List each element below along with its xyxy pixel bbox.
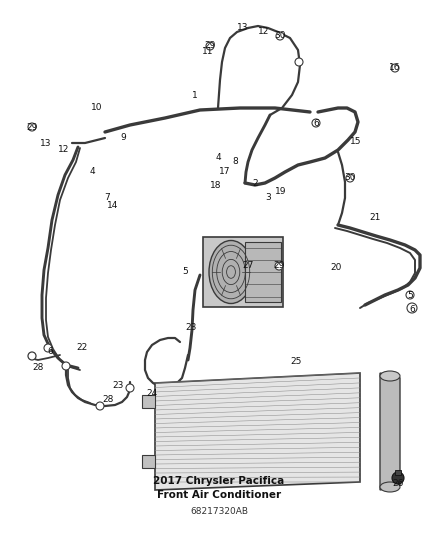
Bar xyxy=(395,470,401,475)
Text: 22: 22 xyxy=(76,343,88,352)
Circle shape xyxy=(295,58,303,66)
Text: 5: 5 xyxy=(407,290,413,300)
Text: 6: 6 xyxy=(409,305,415,314)
Circle shape xyxy=(391,64,399,72)
Polygon shape xyxy=(142,455,155,468)
Text: 6: 6 xyxy=(313,118,319,127)
Text: 17: 17 xyxy=(219,167,231,176)
Circle shape xyxy=(346,174,354,182)
Text: 23: 23 xyxy=(112,382,124,391)
Circle shape xyxy=(392,472,404,484)
Text: 28: 28 xyxy=(32,364,44,373)
Circle shape xyxy=(312,119,320,127)
Text: 30: 30 xyxy=(344,174,356,182)
Text: 25: 25 xyxy=(290,358,302,367)
Text: 4: 4 xyxy=(89,167,95,176)
Text: 4: 4 xyxy=(215,154,221,163)
Text: 7: 7 xyxy=(104,193,110,203)
Text: 13: 13 xyxy=(40,139,52,148)
Text: 19: 19 xyxy=(275,188,287,197)
Text: 2017 Chrysler Pacifica: 2017 Chrysler Pacifica xyxy=(153,476,285,486)
Text: 18: 18 xyxy=(210,181,222,190)
Circle shape xyxy=(275,262,283,270)
Circle shape xyxy=(62,362,70,370)
Text: 21: 21 xyxy=(369,214,381,222)
Text: 6: 6 xyxy=(47,348,53,357)
Circle shape xyxy=(407,303,417,313)
Text: 26: 26 xyxy=(392,479,404,488)
Circle shape xyxy=(44,344,52,352)
Bar xyxy=(203,237,283,307)
Text: 27: 27 xyxy=(242,262,254,271)
Text: 68217320AB: 68217320AB xyxy=(190,506,248,515)
Polygon shape xyxy=(155,373,360,490)
Text: Front Air Conditioner: Front Air Conditioner xyxy=(157,490,281,500)
Text: 14: 14 xyxy=(107,201,119,211)
Text: 30: 30 xyxy=(274,31,286,41)
Text: 29: 29 xyxy=(26,123,38,132)
Text: 9: 9 xyxy=(120,133,126,142)
Ellipse shape xyxy=(209,240,253,303)
Text: 13: 13 xyxy=(237,23,249,33)
Circle shape xyxy=(206,42,214,50)
Circle shape xyxy=(276,32,284,40)
Circle shape xyxy=(406,291,414,299)
Circle shape xyxy=(126,384,134,392)
Text: 1: 1 xyxy=(192,91,198,100)
Circle shape xyxy=(28,352,36,360)
Text: 29: 29 xyxy=(204,42,215,51)
Text: 23: 23 xyxy=(185,324,197,333)
Text: 29: 29 xyxy=(273,262,285,271)
Text: 11: 11 xyxy=(202,47,214,56)
Ellipse shape xyxy=(380,371,400,381)
Text: 12: 12 xyxy=(58,144,70,154)
Text: 12: 12 xyxy=(258,28,270,36)
Text: 20: 20 xyxy=(330,262,342,271)
Text: 15: 15 xyxy=(350,138,362,147)
Polygon shape xyxy=(380,373,400,490)
Text: 5: 5 xyxy=(182,266,188,276)
Polygon shape xyxy=(142,395,155,408)
Circle shape xyxy=(28,123,36,131)
Text: 3: 3 xyxy=(265,193,271,203)
Circle shape xyxy=(96,402,104,410)
Ellipse shape xyxy=(380,482,400,492)
Text: 10: 10 xyxy=(91,103,103,112)
Bar xyxy=(245,243,281,302)
Text: 8: 8 xyxy=(232,157,238,166)
Text: 16: 16 xyxy=(389,63,401,72)
Text: 28: 28 xyxy=(102,395,114,405)
Text: 2: 2 xyxy=(252,179,258,188)
Text: 24: 24 xyxy=(146,390,158,399)
